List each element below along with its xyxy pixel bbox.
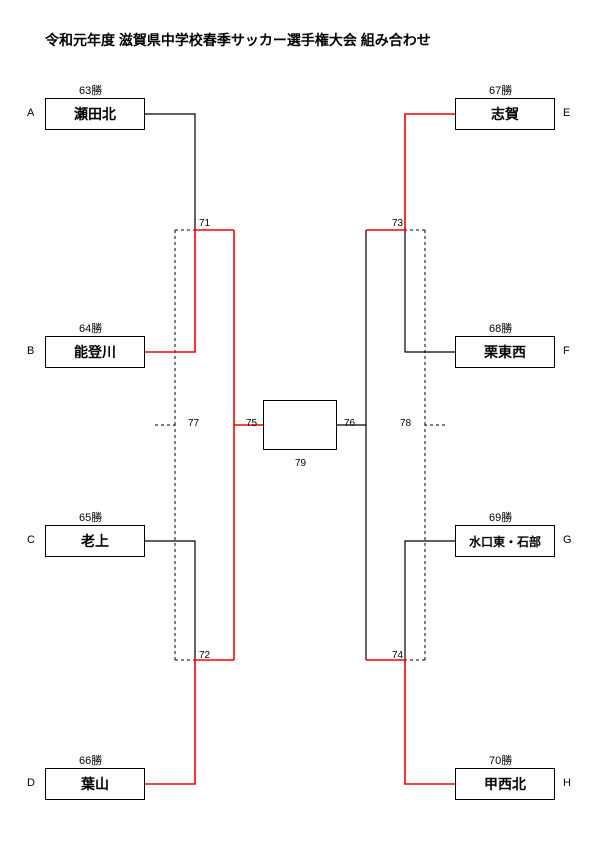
team-box-A: 瀬田北 bbox=[45, 98, 145, 130]
team-letter-A: A bbox=[27, 107, 34, 119]
team-box-H: 甲西北 bbox=[455, 768, 555, 800]
team-record: 67勝 bbox=[489, 82, 512, 98]
team-record: 66勝 bbox=[79, 752, 102, 768]
team-box-D: 葉山 bbox=[45, 768, 145, 800]
match-label-75: 75 bbox=[246, 418, 257, 429]
page-title: 令和元年度 滋賀県中学校春季サッカー選手権大会 組み合わせ bbox=[45, 30, 431, 50]
team-box-G: 水口東・石部 bbox=[455, 525, 555, 557]
match-label-74: 74 bbox=[392, 650, 403, 661]
team-record: 69勝 bbox=[489, 509, 512, 525]
match-label-71: 71 bbox=[199, 218, 210, 229]
team-box-C: 老上 bbox=[45, 525, 145, 557]
match-label-77: 77 bbox=[188, 418, 199, 429]
team-record: 63勝 bbox=[79, 82, 102, 98]
team-record: 68勝 bbox=[489, 320, 512, 336]
team-letter-E: E bbox=[563, 107, 570, 119]
match-label-79: 79 bbox=[295, 458, 306, 469]
team-letter-F: F bbox=[563, 345, 570, 357]
team-box-E: 志賀 bbox=[455, 98, 555, 130]
bracket-canvas: 令和元年度 滋賀県中学校春季サッカー選手権大会 組み合わせ 63勝瀬田北 A 64勝… bbox=[0, 0, 600, 855]
match-label-73: 73 bbox=[392, 218, 403, 229]
match-label-76: 76 bbox=[344, 418, 355, 429]
team-letter-G: G bbox=[563, 534, 572, 546]
team-box-F: 栗東西 bbox=[455, 336, 555, 368]
team-record: 70勝 bbox=[489, 752, 512, 768]
team-box-B: 能登川 bbox=[45, 336, 145, 368]
team-record: 64勝 bbox=[79, 320, 102, 336]
champion-box bbox=[263, 400, 337, 450]
match-label-72: 72 bbox=[199, 650, 210, 661]
match-label-78: 78 bbox=[400, 418, 411, 429]
team-letter-C: C bbox=[27, 534, 35, 546]
team-letter-H: H bbox=[563, 777, 571, 789]
team-letter-B: B bbox=[27, 345, 34, 357]
team-record: 65勝 bbox=[79, 509, 102, 525]
team-letter-D: D bbox=[27, 777, 35, 789]
